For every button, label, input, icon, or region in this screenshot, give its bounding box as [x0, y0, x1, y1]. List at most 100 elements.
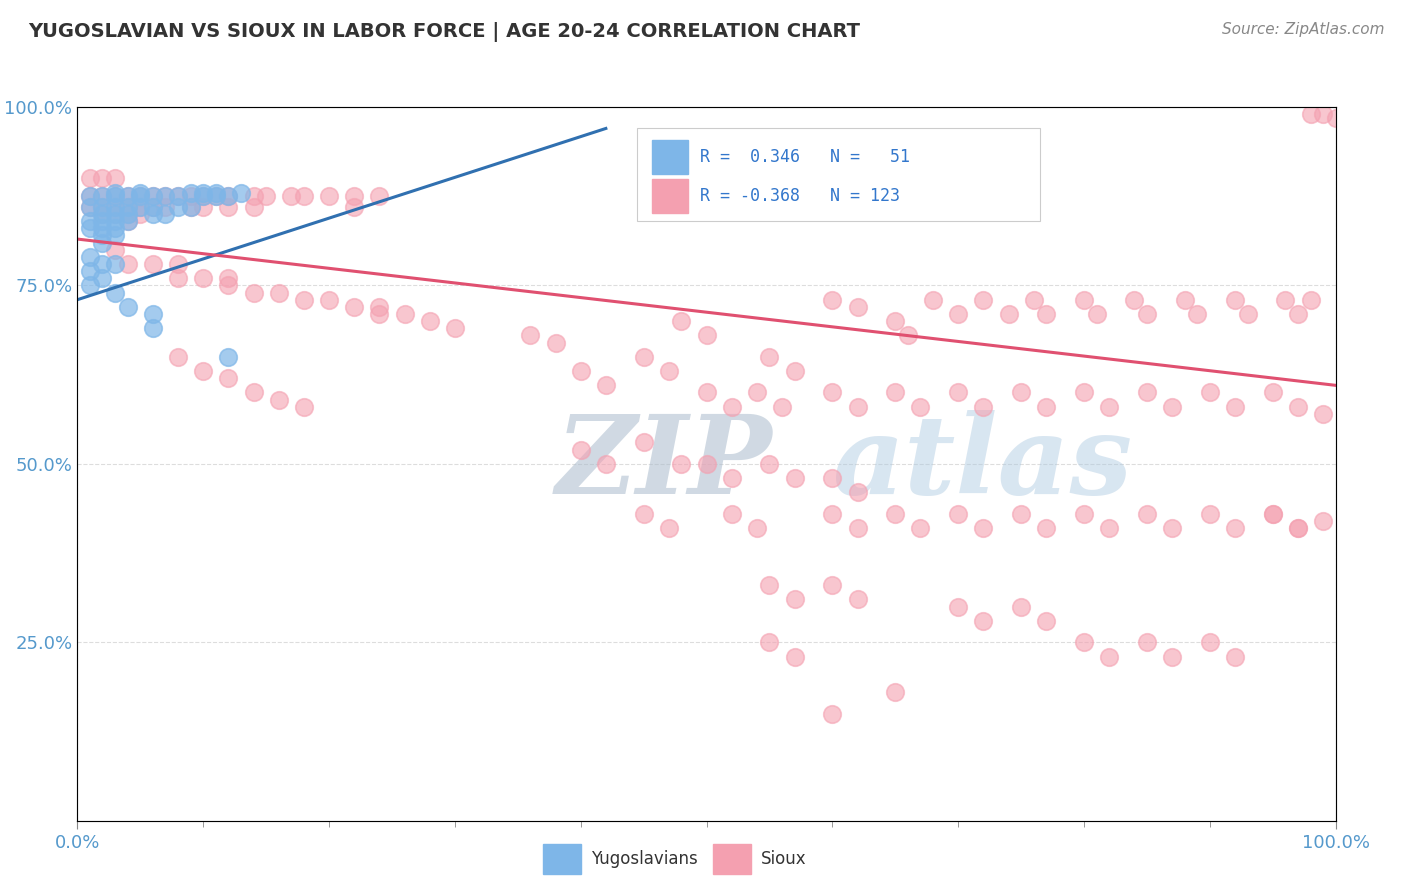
- Point: [217, 200, 239, 214]
- Point: [91, 214, 114, 228]
- Point: [1261, 385, 1284, 400]
- Point: [79, 278, 101, 293]
- Point: [79, 200, 101, 214]
- Point: [191, 364, 215, 378]
- Point: [79, 200, 101, 214]
- Point: [318, 293, 340, 307]
- Point: [696, 328, 718, 343]
- Point: [783, 592, 806, 607]
- Point: [191, 189, 215, 203]
- Point: [1324, 111, 1347, 125]
- Point: [117, 200, 139, 214]
- Point: [180, 189, 202, 203]
- Point: [79, 189, 101, 203]
- Point: [758, 457, 780, 471]
- Point: [821, 293, 844, 307]
- Point: [191, 271, 215, 285]
- Point: [658, 364, 681, 378]
- Point: [104, 189, 127, 203]
- Point: [292, 293, 315, 307]
- Point: [79, 189, 101, 203]
- Point: [167, 350, 190, 364]
- Point: [1010, 385, 1032, 400]
- Point: [783, 471, 806, 485]
- Point: [972, 521, 994, 535]
- Point: [1161, 649, 1184, 664]
- Point: [142, 200, 165, 214]
- Point: [1035, 400, 1057, 414]
- Point: [129, 207, 152, 221]
- Point: [595, 457, 617, 471]
- Point: [1073, 293, 1095, 307]
- Point: [696, 457, 718, 471]
- Point: [1161, 400, 1184, 414]
- Point: [167, 189, 190, 203]
- Point: [368, 300, 391, 314]
- Point: [758, 635, 780, 649]
- Point: [922, 293, 945, 307]
- Point: [1136, 507, 1159, 521]
- Point: [846, 592, 869, 607]
- Point: [91, 228, 114, 243]
- Text: R =  0.346   N =   51: R = 0.346 N = 51: [700, 148, 910, 166]
- Point: [1174, 293, 1197, 307]
- Bar: [652, 179, 688, 213]
- Point: [948, 507, 970, 521]
- Point: [519, 328, 541, 343]
- Point: [770, 400, 793, 414]
- Point: [254, 189, 277, 203]
- Point: [142, 207, 165, 221]
- Point: [1199, 635, 1222, 649]
- FancyBboxPatch shape: [637, 128, 1040, 221]
- Point: [142, 200, 165, 214]
- Point: [1261, 507, 1284, 521]
- Point: [142, 307, 165, 321]
- Point: [129, 189, 152, 203]
- Point: [117, 189, 139, 203]
- Point: [91, 207, 114, 221]
- Point: [180, 200, 202, 214]
- Bar: [652, 140, 688, 174]
- Point: [91, 271, 114, 285]
- Point: [1073, 635, 1095, 649]
- Point: [104, 200, 127, 214]
- Point: [1261, 507, 1284, 521]
- Point: [720, 471, 742, 485]
- Point: [595, 378, 617, 392]
- Point: [217, 371, 239, 385]
- Point: [948, 599, 970, 614]
- Point: [821, 706, 844, 721]
- Point: [884, 314, 907, 328]
- Point: [972, 614, 994, 628]
- Point: [180, 186, 202, 200]
- Point: [821, 385, 844, 400]
- Point: [745, 521, 768, 535]
- Point: [1010, 599, 1032, 614]
- Point: [1312, 407, 1334, 421]
- Point: [910, 400, 932, 414]
- Point: [633, 435, 655, 450]
- Point: [1136, 385, 1159, 400]
- Point: [117, 214, 139, 228]
- Text: Source: ZipAtlas.com: Source: ZipAtlas.com: [1222, 22, 1385, 37]
- Point: [884, 685, 907, 699]
- Point: [79, 221, 101, 235]
- Point: [544, 335, 567, 350]
- Point: [79, 264, 101, 278]
- Bar: [543, 844, 581, 874]
- Point: [104, 221, 127, 235]
- Point: [972, 400, 994, 414]
- Point: [368, 307, 391, 321]
- Point: [104, 171, 127, 186]
- Point: [104, 243, 127, 257]
- Point: [104, 200, 127, 214]
- Point: [191, 200, 215, 214]
- Point: [1085, 307, 1108, 321]
- Point: [267, 392, 290, 407]
- Point: [1161, 521, 1184, 535]
- Point: [91, 200, 114, 214]
- Point: [91, 257, 114, 271]
- Point: [91, 189, 114, 203]
- Text: Sioux: Sioux: [761, 850, 806, 868]
- Point: [671, 314, 693, 328]
